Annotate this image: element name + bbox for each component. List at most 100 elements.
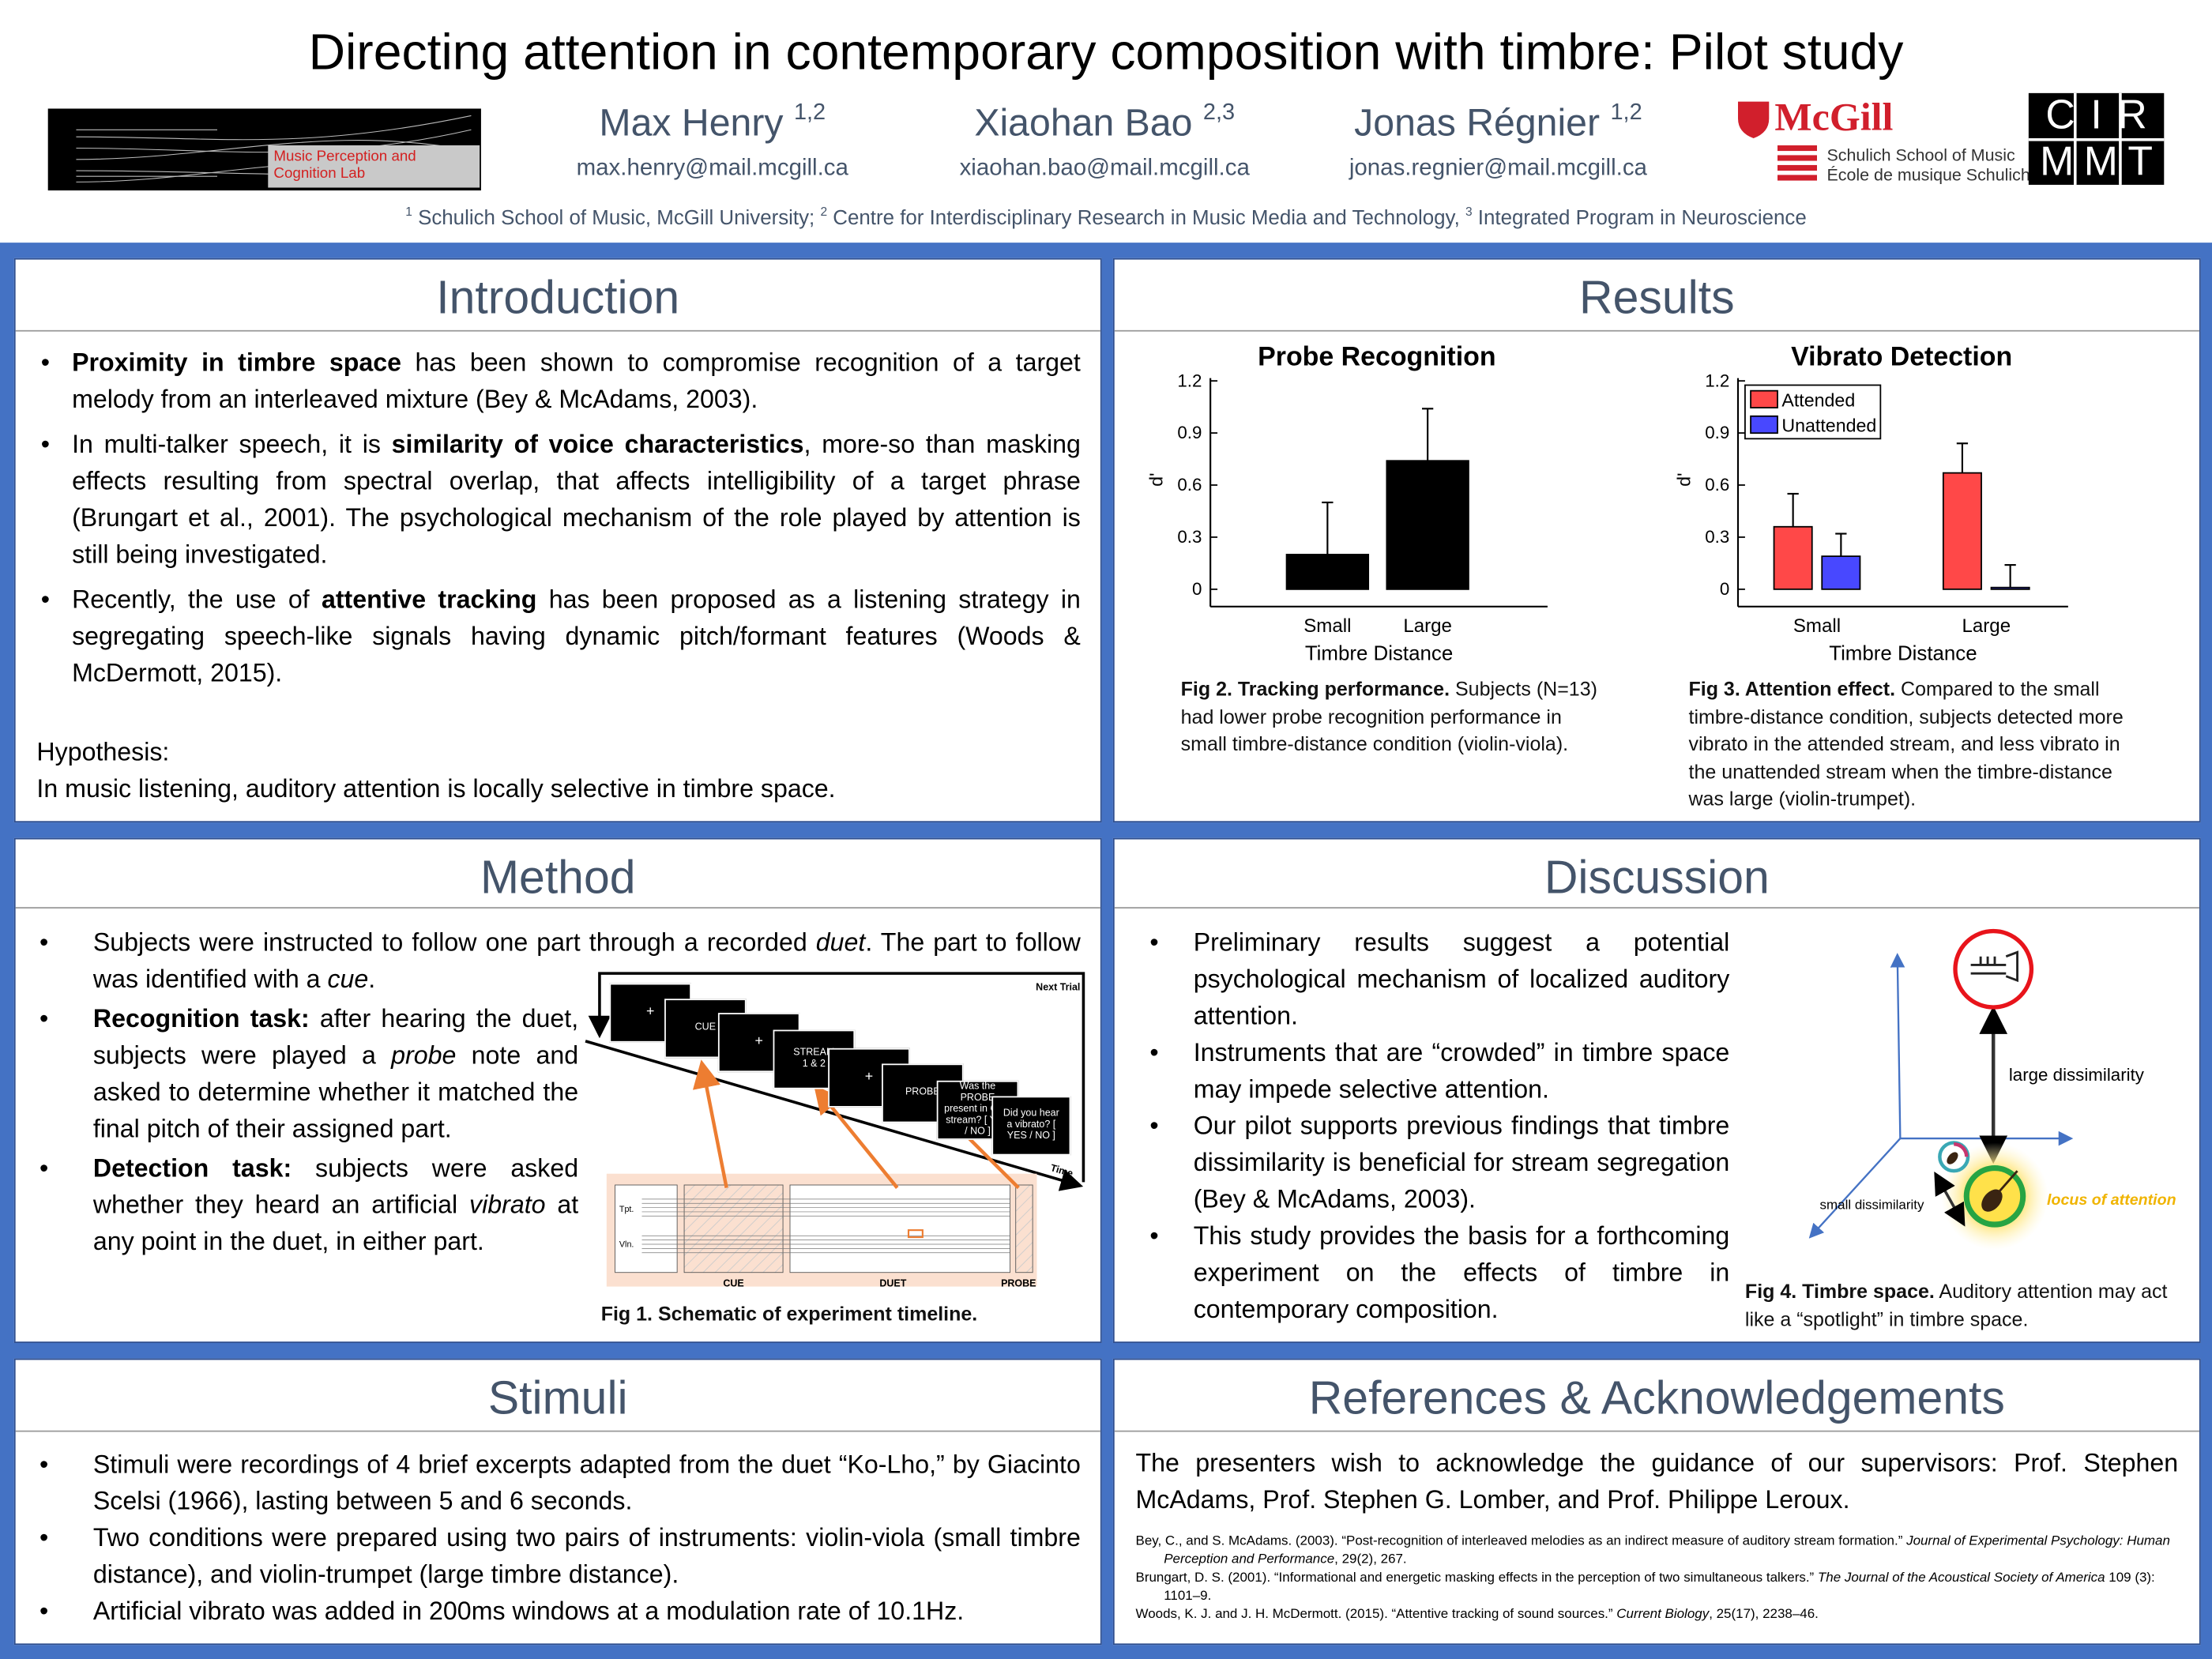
author-name: Jonas Régnier 1,2 — [1287, 96, 1710, 149]
text-run: 2 — [820, 204, 828, 219]
author-affiliation: 1,2 — [793, 100, 826, 126]
reference-list: Bey, C., and S. McAdams. (2003). “Post-r… — [1135, 1532, 2178, 1623]
text-run: duet — [815, 927, 866, 957]
bullet: Artificial vibrato was added in 200ms wi… — [36, 1593, 1080, 1629]
author-name: Xiaohan Bao 2,3 — [893, 96, 1316, 149]
references-panel: References & Acknowledgements The presen… — [1112, 1358, 2201, 1646]
text-run: Recognition task: — [92, 1004, 310, 1033]
bullet: Proximity in timbre space has been shown… — [36, 344, 1081, 418]
reference: Bey, C., and S. McAdams. (2003). “Post-r… — [1135, 1532, 2178, 1568]
rect — [1777, 145, 1817, 152]
text-run: In multi-talker speech, it is — [72, 430, 392, 459]
bullet-list: Preliminary results suggest a potential … — [1149, 924, 1729, 1328]
bullet: Instruments that are “crowded” in timbre… — [1149, 1034, 1729, 1108]
text-run: Fig 4. Timbre space. — [1744, 1279, 1935, 1303]
bullet-list: Subjects were instructed to follow one p… — [36, 924, 1081, 1263]
lab-logo-text: Music Perception and Cognition Lab — [273, 148, 416, 182]
text-run: 1 — [405, 204, 412, 219]
shield — [1737, 101, 1770, 138]
bullet: In multi-talker speech, it is similarity… — [36, 426, 1081, 573]
text-run: , more-so than masking effects resulting… — [72, 430, 1081, 569]
g — [1777, 145, 1817, 181]
bullet: Two conditions were prepared using two p… — [36, 1519, 1081, 1593]
text-run: Fig 1. Schematic of experiment timeline. — [600, 1302, 978, 1325]
text-run: 3 — [1465, 204, 1473, 219]
author-affiliation: 1,2 — [1610, 100, 1642, 126]
figure-caption: Fig 2. Tracking performance. Subjects (N… — [1181, 675, 1604, 758]
lab-logo: Music Perception and Cognition Lab — [47, 108, 481, 191]
text-run: Detection task: — [92, 1153, 292, 1183]
text-run: attentive tracking — [321, 585, 537, 614]
lab-logo-box — [268, 145, 480, 188]
bullet: Subjects were instructed to follow one p… — [36, 924, 1081, 998]
text-run: cue — [327, 965, 369, 994]
text-run: has been shown to compromise recognition… — [72, 348, 1081, 414]
text-run: Fig 3. Attention effect. — [1688, 677, 1896, 700]
author-email: xiaohan.bao@mail.mcgill.ca — [959, 155, 1250, 181]
text-run: Centre for Interdisciplinary Research in… — [827, 207, 1465, 231]
rect — [1777, 164, 1817, 171]
section-heading: References & Acknowledgements — [1114, 1360, 2199, 1432]
text-run: Fig 2. Tracking performance. — [1180, 677, 1450, 700]
text-run: Bey, C., and S. McAdams. (2003). “Post-r… — [1135, 1533, 1907, 1549]
title: Directing attention in contemporary comp… — [308, 22, 1904, 81]
bullet: Recognition task: after hearing the duet… — [36, 1000, 578, 1147]
acknowledgement: The presenters wish to acknowledge the g… — [1135, 1448, 2179, 1514]
introduction-panel: Introduction Proximity in timbre space h… — [13, 258, 1102, 823]
reference: Brungart, D. S. (2001). “Informational a… — [1135, 1569, 2178, 1605]
text-run: Recently, the use of — [72, 585, 322, 614]
figure-caption: Fig 1. Schematic of experiment timeline. — [601, 1300, 978, 1328]
trial-screen: Did you hear a vibrato? [ YES / NO ] — [991, 1096, 1071, 1156]
section-heading: Discussion — [1114, 839, 2199, 908]
cirmmt-divider — [2028, 137, 2165, 141]
bullet: Recently, the use of attentive tracking … — [36, 581, 1081, 691]
hypothesis: In music listening, auditory attention i… — [36, 774, 836, 803]
section-heading: Stimuli — [15, 1360, 1100, 1432]
author-name-text: Xiaohan Bao — [974, 101, 1193, 145]
text-run: note and asked to determine whether it m… — [92, 1040, 579, 1143]
text-run: Woods, K. J. and J. H. McDermott. (2015)… — [1135, 1606, 1617, 1623]
figure-caption: Fig 3. Attention effect. Compared to the… — [1688, 675, 2139, 813]
text-run: , 29(2), 267. — [1334, 1552, 1407, 1567]
text-run: Integrated Program in Neuroscience — [1472, 207, 1807, 231]
section-heading: Results — [1114, 260, 2199, 332]
author: Max Henry 1,2 max.henry@mail.mcgill.ca — [501, 96, 924, 186]
school-name: Schulich School of Music — [1826, 145, 2015, 165]
rect — [1777, 155, 1817, 161]
author-name-text: Max Henry — [599, 101, 784, 145]
text-run: subjects were asked whether they heard a… — [92, 1153, 579, 1219]
author-name-text: Jonas Régnier — [1354, 101, 1601, 145]
bullet-list: Stimuli were recordings of 4 brief excer… — [36, 1446, 1081, 1629]
bullet-list: Proximity in timbre space has been shown… — [36, 344, 1081, 700]
cirmmt-divider — [2119, 92, 2121, 185]
mcgill-wordmark: McGill — [1774, 96, 1894, 140]
results-panel: Results Fig 2. Tracking performance. Sub… — [1112, 258, 2201, 823]
author: Xiaohan Bao 2,3 xiaohan.bao@mail.mcgill.c… — [893, 96, 1316, 186]
figure-caption: Fig 4. Timbre space. Auditory attention … — [1745, 1278, 2169, 1334]
hypothesis-label: Hypothesis: — [36, 737, 170, 766]
text-run: Subjects were instructed to follow one p… — [92, 927, 816, 957]
path — [76, 115, 472, 141]
author-affiliation: 2,3 — [1202, 100, 1236, 126]
bullet: Preliminary results suggest a potential … — [1149, 924, 1729, 1034]
text-run: Journal of Experimental Psychology: Huma… — [1164, 1533, 2170, 1567]
text-run: at any point in the duet, in either part… — [92, 1191, 579, 1256]
text-run: Current Biology — [1616, 1606, 1710, 1623]
path — [76, 140, 472, 160]
cirmmt-divider — [2073, 92, 2076, 185]
bullet: Our pilot supports previous findings tha… — [1149, 1108, 1729, 1217]
bullet: Stimuli were recordings of 4 brief excer… — [36, 1446, 1081, 1519]
text-run: . The part to follow was identified with… — [92, 927, 1081, 994]
section-heading: Introduction — [15, 260, 1100, 332]
author: Jonas Régnier 1,2 jonas.regnier@mail.mcgi… — [1287, 96, 1710, 186]
discussion-panel: Discussion Preliminary results suggest a… — [1112, 837, 2201, 1343]
text-run: Compared to the small timbre-distance co… — [1688, 677, 2124, 810]
author-email: max.henry@mail.mcgill.ca — [576, 155, 848, 181]
rect — [1777, 175, 1817, 181]
text-run: similarity of voice characteristics — [391, 430, 804, 459]
text-run: probe — [391, 1040, 457, 1070]
text-run: The Journal of the Acoustical Society of… — [1817, 1570, 2105, 1586]
text-run: vibrato — [469, 1191, 546, 1219]
